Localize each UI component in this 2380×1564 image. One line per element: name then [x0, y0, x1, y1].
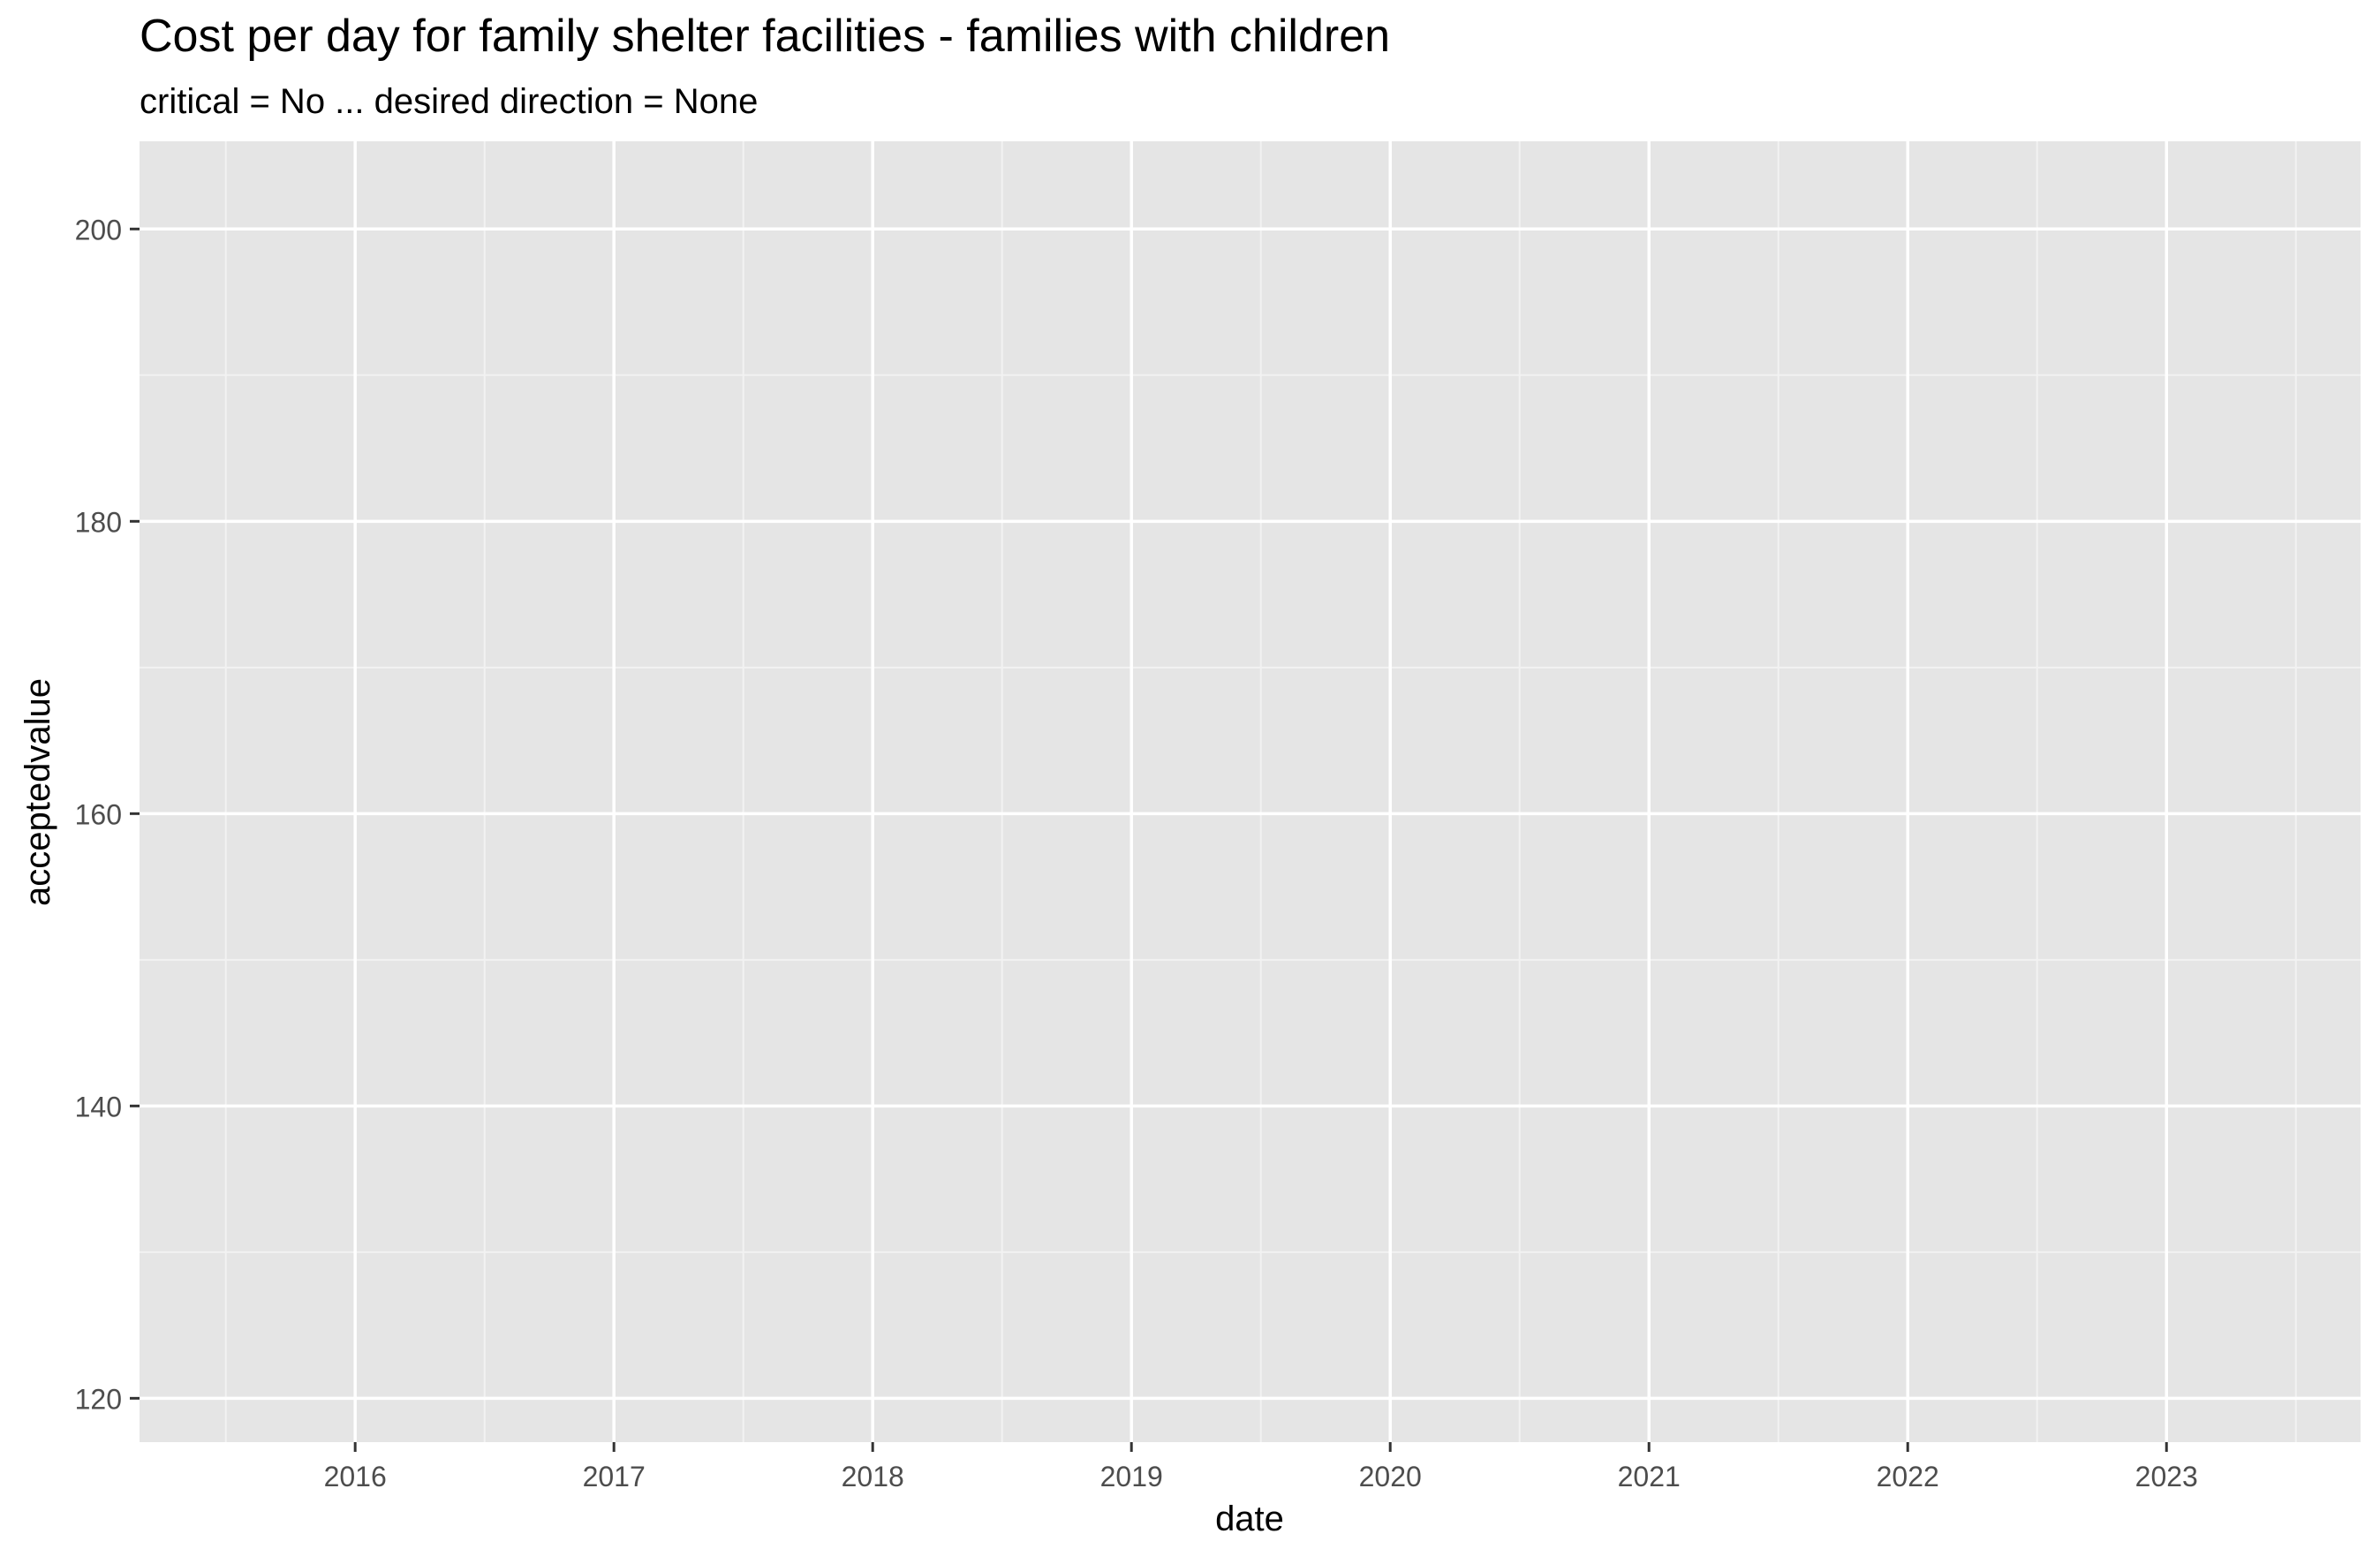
y-tick-label: 200 — [75, 214, 122, 246]
x-tick-label: 2016 — [324, 1461, 387, 1492]
y-tick-label: 120 — [75, 1383, 122, 1415]
grid-major — [140, 141, 2361, 1442]
x-tick-label: 2023 — [2135, 1461, 2198, 1492]
grid-minor — [140, 141, 2361, 1442]
chart-title: Cost per day for family shelter faciliti… — [140, 11, 1390, 62]
y-tick-label: 160 — [75, 798, 122, 830]
x-axis: 2016 2017 2018 2019 2020 2021 2022 2023 — [324, 1442, 2198, 1492]
x-tick-label: 2019 — [1100, 1461, 1163, 1492]
x-tick-label: 2022 — [1877, 1461, 1939, 1492]
y-tick-label: 180 — [75, 506, 122, 538]
chart-subtitle: critical = No ... desired direction = No… — [140, 82, 758, 121]
y-tick-label: 140 — [75, 1091, 122, 1122]
x-axis-label: date — [1215, 1500, 1284, 1538]
plot-panel — [140, 141, 2361, 1442]
x-tick-label: 2021 — [1618, 1461, 1681, 1492]
x-tick-label: 2017 — [583, 1461, 646, 1492]
y-axis-label: acceptedvalue — [19, 678, 57, 906]
x-tick-label: 2020 — [1359, 1461, 1422, 1492]
y-axis: 120 140 160 180 200 — [75, 214, 140, 1415]
x-tick-label: 2018 — [842, 1461, 904, 1492]
